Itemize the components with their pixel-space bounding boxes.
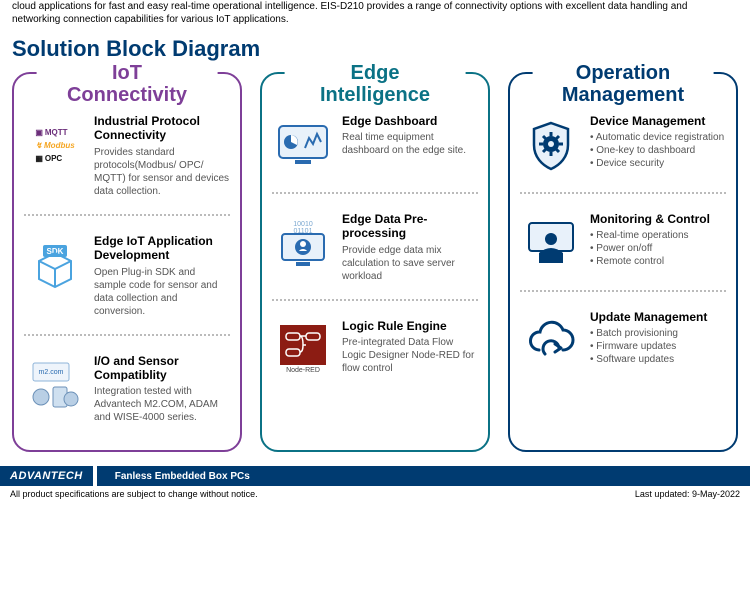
item-monitoring: Monitoring & Control Real-time operation… [520,206,726,286]
diagram-columns: IoTConnectivity ▣MQTT ↯Modbus ▦OPC Indus… [0,72,750,466]
divider [24,214,230,216]
item-desc: Provide edge data mix calculation to sav… [342,244,478,283]
item-desc: Pre-integrated Data Flow Logic Designer … [342,336,478,375]
item-edge-data: 10010 01101 Edge Data Pre-processing Pro… [272,206,478,295]
column-edge-intelligence: EdgeIntelligence Edge Dashboard Real tim… [260,72,490,452]
item-title: Industrial Protocol Connectivity [94,114,230,143]
m2com-icon: m2.com [24,354,86,416]
svg-text:10010: 10010 [293,221,313,228]
cloud-arrow-icon [520,310,582,372]
item-update: Update Management Batch provisioning Fir… [520,304,726,384]
item-title: Update Management [590,310,726,324]
item-device-management: Device Management Automatic device regis… [520,108,726,188]
icon-caption: Node-RED [286,367,320,374]
last-updated: Last updated: 9-May-2022 [635,489,740,499]
item-title: I/O and Sensor Compatiblity [94,354,230,383]
item-desc: Provides standard protocols(Modbus/ OPC/… [94,146,230,198]
column-title: OperationManagement [533,62,714,106]
divider [272,192,478,194]
edge-data-icon: 10010 01101 [272,212,334,274]
footer-category: Fanless Embedded Box PCs [93,466,750,486]
item-title: Edge Data Pre-processing [342,212,478,241]
divider [272,299,478,301]
column-title: IoTConnectivity [37,62,218,106]
node-red-icon: Node-RED [272,319,334,381]
item-title: Edge Dashboard [342,114,478,128]
item-io-sensor: m2.com I/O and Sensor Compatiblity Integ… [24,348,230,437]
item-desc: Automatic device registration One-key to… [590,131,726,170]
sdk-box-icon: SDK [24,234,86,296]
item-desc: Open Plug-in SDK and sample code for sen… [94,266,230,318]
intro-text: cloud applications for fast and easy rea… [0,0,750,32]
item-node-red: Node-RED Logic Rule Engine Pre-integrate… [272,313,478,393]
item-desc: Integration tested with Advantech M2.COM… [94,385,230,424]
item-title: Monitoring & Control [590,212,726,226]
divider [520,290,726,292]
column-title: EdgeIntelligence [285,62,466,106]
dashboard-icon [272,114,334,176]
shield-gear-icon [520,114,582,176]
item-desc: Real time equipment dashboard on the edg… [342,131,478,157]
footer-line: All product specifications are subject t… [0,486,750,505]
svg-text:m2.com: m2.com [39,369,64,376]
column-operation-management: OperationManagement Device Management [508,72,738,452]
item-title: Edge IoT Application Development [94,234,230,263]
item-dashboard: Edge Dashboard Real time equipment dashb… [272,108,478,188]
footer-bar: ADVANTECH Fanless Embedded Box PCs [0,466,750,486]
item-title: Device Management [590,114,726,128]
protocols-icon: ▣MQTT ↯Modbus ▦OPC [24,114,86,176]
column-iot-connectivity: IoTConnectivity ▣MQTT ↯Modbus ▦OPC Indus… [12,72,242,452]
item-sdk: SDK Edge IoT Application Development Ope… [24,228,230,330]
item-protocol: ▣MQTT ↯Modbus ▦OPC Industrial Protocol C… [24,108,230,210]
item-desc: Real-time operations Power on/off Remote… [590,229,726,268]
divider [24,334,230,336]
svg-text:SDK: SDK [47,247,64,256]
divider [520,192,726,194]
brand-logo: ADVANTECH [0,466,93,486]
monitor-person-icon [520,212,582,274]
item-title: Logic Rule Engine [342,319,478,333]
disclaimer: All product specifications are subject t… [10,489,258,499]
item-desc: Batch provisioning Firmware updates Soft… [590,327,726,366]
